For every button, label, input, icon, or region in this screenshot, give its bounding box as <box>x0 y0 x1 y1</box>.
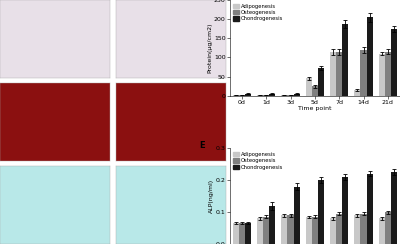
Bar <box>366 174 373 244</box>
Bar <box>245 223 251 244</box>
X-axis label: Time point: Time point <box>298 106 332 111</box>
Bar <box>336 214 342 244</box>
Bar <box>354 215 360 244</box>
Bar <box>282 215 288 244</box>
Bar <box>391 29 397 96</box>
Bar <box>282 95 288 96</box>
Bar <box>354 90 360 96</box>
Bar <box>288 95 294 96</box>
Bar <box>263 95 269 96</box>
Bar <box>245 94 251 96</box>
Bar <box>336 52 342 96</box>
Bar <box>269 206 275 244</box>
Bar <box>330 218 336 244</box>
Bar <box>342 177 348 244</box>
Bar <box>312 217 318 244</box>
Bar <box>366 17 373 96</box>
Bar <box>257 95 263 96</box>
Bar <box>288 215 294 244</box>
Bar <box>306 217 312 244</box>
Bar <box>312 86 318 96</box>
Bar <box>233 95 239 96</box>
Bar <box>318 68 324 96</box>
Bar <box>306 79 312 96</box>
Bar <box>385 52 391 96</box>
Bar <box>330 52 336 96</box>
Bar <box>239 95 245 96</box>
Bar <box>342 24 348 96</box>
Legend: Adipogenesis, Osteogenesis, Chondrogenesis: Adipogenesis, Osteogenesis, Chondrogenes… <box>232 3 284 22</box>
Bar <box>391 172 397 244</box>
Bar <box>257 218 263 244</box>
Text: E: E <box>199 141 205 150</box>
Bar <box>318 180 324 244</box>
Bar <box>385 212 391 244</box>
Bar <box>239 223 245 244</box>
Text: D: D <box>199 0 206 1</box>
Legend: Adipogenesis, Osteogenesis, Chondrogenesis: Adipogenesis, Osteogenesis, Chondrogenes… <box>232 151 284 171</box>
Bar <box>379 54 385 96</box>
Bar <box>269 94 275 96</box>
Bar <box>360 214 366 244</box>
Bar <box>294 94 300 96</box>
Y-axis label: Protein(μg/cm2): Protein(μg/cm2) <box>207 23 212 73</box>
Bar <box>233 223 239 244</box>
Bar <box>360 50 366 96</box>
Y-axis label: ALP(ng/ml): ALP(ng/ml) <box>209 179 214 213</box>
Bar <box>263 217 269 244</box>
Bar <box>294 187 300 244</box>
Bar <box>379 218 385 244</box>
